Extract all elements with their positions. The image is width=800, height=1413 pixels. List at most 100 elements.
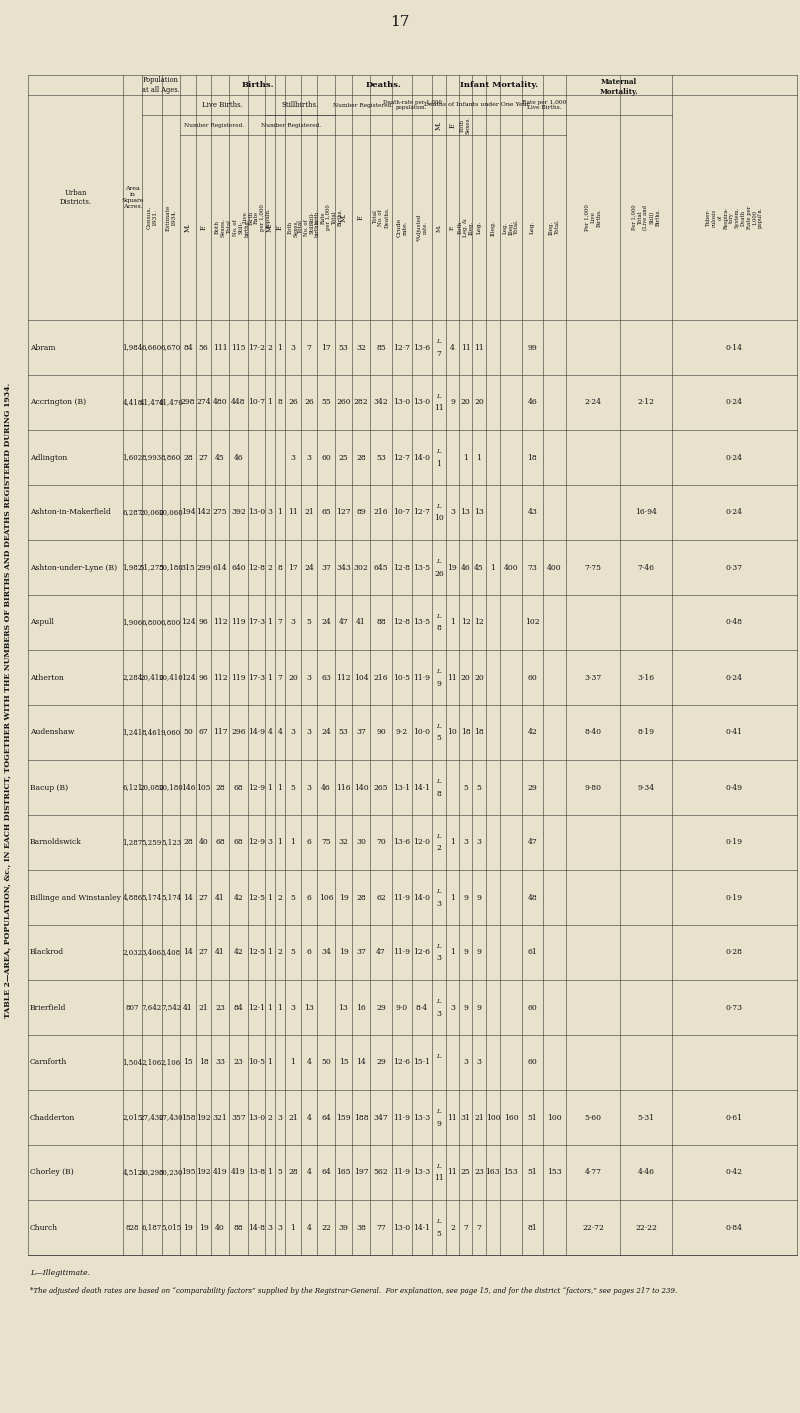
- Text: 0·49: 0·49: [726, 783, 743, 791]
- Text: 5: 5: [278, 1169, 282, 1177]
- Text: M.: M.: [437, 223, 442, 232]
- Text: 9·2: 9·2: [396, 729, 408, 736]
- Text: 11: 11: [434, 404, 444, 413]
- Text: 195: 195: [181, 1169, 195, 1177]
- Text: 42: 42: [234, 948, 243, 957]
- Text: 9: 9: [463, 893, 468, 901]
- Text: 117: 117: [213, 729, 227, 736]
- Text: 3: 3: [306, 674, 311, 681]
- Text: 119: 119: [231, 674, 246, 681]
- Text: 4: 4: [450, 343, 455, 352]
- Text: 12: 12: [461, 619, 470, 626]
- Text: 99: 99: [528, 343, 538, 352]
- Text: 7,542: 7,542: [161, 1003, 181, 1012]
- Text: 62: 62: [376, 893, 386, 901]
- Text: 21: 21: [288, 1113, 298, 1122]
- Text: 18: 18: [198, 1058, 208, 1067]
- Text: 17·3: 17·3: [248, 674, 265, 681]
- Text: 20: 20: [461, 674, 470, 681]
- Text: Atherton: Atherton: [30, 674, 64, 681]
- Text: 31: 31: [461, 1113, 470, 1122]
- Text: 116: 116: [336, 783, 351, 791]
- Text: 0·48: 0·48: [726, 619, 743, 626]
- Text: 5: 5: [477, 783, 482, 791]
- Text: 347: 347: [374, 1113, 388, 1122]
- Text: 20: 20: [461, 398, 470, 407]
- Text: 55: 55: [321, 398, 331, 407]
- Text: Ashton-under-Lyne (B): Ashton-under-Lyne (B): [30, 564, 117, 571]
- Text: 260: 260: [336, 398, 351, 407]
- Text: 64: 64: [321, 1169, 331, 1177]
- Text: 27,430: 27,430: [140, 1113, 164, 1122]
- Text: 2: 2: [267, 1113, 273, 1122]
- Text: 6: 6: [306, 893, 311, 901]
- Text: Abram: Abram: [30, 343, 55, 352]
- Text: 3: 3: [477, 838, 482, 846]
- Text: 12·5: 12·5: [248, 893, 265, 901]
- Text: F.: F.: [276, 225, 284, 230]
- Text: 11: 11: [448, 674, 458, 681]
- Text: 20,060: 20,060: [158, 509, 183, 517]
- Text: 41: 41: [356, 619, 366, 626]
- Text: 104: 104: [354, 674, 368, 681]
- Text: 7: 7: [437, 349, 442, 357]
- Text: 28: 28: [356, 893, 366, 901]
- Text: 11: 11: [434, 1174, 444, 1183]
- Text: 321: 321: [213, 1113, 227, 1122]
- Text: 84: 84: [183, 343, 193, 352]
- Text: 400: 400: [504, 564, 518, 571]
- Text: 119: 119: [231, 619, 246, 626]
- Text: 13: 13: [338, 1003, 349, 1012]
- Text: 51: 51: [528, 1169, 538, 1177]
- Text: 7·75: 7·75: [585, 564, 602, 571]
- Text: Estimate
1934.: Estimate 1934.: [166, 205, 176, 230]
- Text: 51,275: 51,275: [140, 564, 164, 571]
- Text: 0·61: 0·61: [726, 1113, 743, 1122]
- Text: 3·16: 3·16: [638, 674, 654, 681]
- Text: Church: Church: [30, 1224, 58, 1232]
- Text: 3: 3: [267, 838, 273, 846]
- Text: 14·9: 14·9: [248, 729, 265, 736]
- Text: 392: 392: [231, 509, 246, 517]
- Text: 1,241: 1,241: [122, 729, 142, 736]
- Text: 562: 562: [374, 1169, 388, 1177]
- Text: 60: 60: [321, 454, 331, 462]
- Text: 3: 3: [290, 619, 295, 626]
- Text: Crude
rate.: Crude rate.: [397, 218, 407, 237]
- Text: 1: 1: [463, 454, 468, 462]
- Text: M.: M.: [435, 120, 443, 130]
- Text: 2: 2: [437, 845, 442, 852]
- Text: Births.: Births.: [242, 81, 274, 89]
- Text: 12·8: 12·8: [394, 564, 410, 571]
- Text: L.: L.: [436, 834, 442, 839]
- Text: 14: 14: [183, 893, 193, 901]
- Text: 13: 13: [474, 509, 484, 517]
- Text: 6: 6: [306, 838, 311, 846]
- Text: F.: F.: [357, 215, 365, 220]
- Text: 5·60: 5·60: [585, 1113, 602, 1122]
- Text: L.: L.: [436, 999, 442, 1005]
- Text: 3: 3: [450, 509, 455, 517]
- Text: 1: 1: [450, 948, 455, 957]
- Text: 5,015: 5,015: [161, 1224, 181, 1232]
- Text: 194: 194: [181, 509, 195, 517]
- Text: 1: 1: [278, 838, 282, 846]
- Text: 85: 85: [376, 343, 386, 352]
- Text: 7: 7: [463, 1224, 468, 1232]
- Text: 7: 7: [477, 1224, 482, 1232]
- Text: 43: 43: [527, 509, 538, 517]
- Text: 16·94: 16·94: [635, 509, 657, 517]
- Text: 1: 1: [278, 1003, 282, 1012]
- Text: 12·7: 12·7: [394, 454, 410, 462]
- Text: Both
Sexes.: Both Sexes.: [460, 116, 471, 134]
- Text: 11: 11: [288, 509, 298, 517]
- Text: Total
No. of
Still-
births.: Total No. of Still- births.: [298, 219, 320, 236]
- Text: 0·73: 0·73: [726, 1003, 743, 1012]
- Text: 45: 45: [474, 564, 484, 571]
- Text: 28: 28: [288, 1169, 298, 1177]
- Text: 12·8: 12·8: [248, 564, 265, 571]
- Text: *The adjusted death rates are based on “comparability factors” supplied by the R: *The adjusted death rates are based on “…: [30, 1287, 678, 1294]
- Text: 7: 7: [278, 619, 282, 626]
- Text: 11: 11: [474, 343, 484, 352]
- Text: 5: 5: [290, 783, 295, 791]
